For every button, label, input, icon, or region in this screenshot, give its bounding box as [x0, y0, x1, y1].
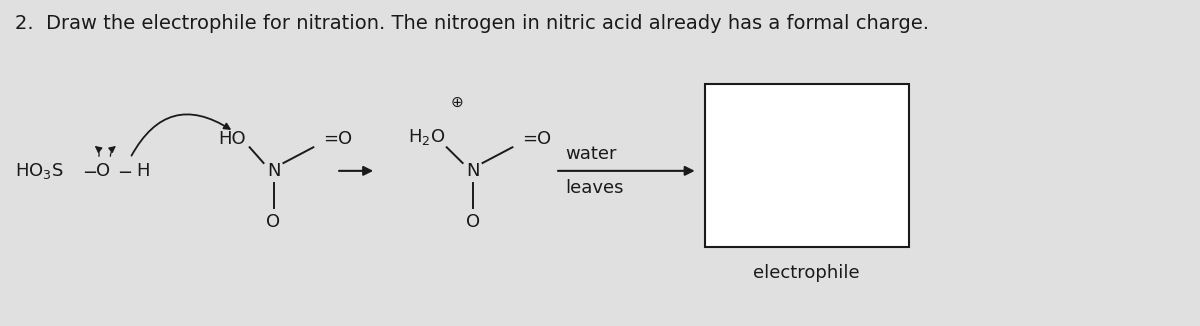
Text: $\mathregular{H}$: $\mathregular{H}$ — [136, 162, 150, 180]
Text: 2.  Draw the electrophile for nitration. The nitrogen in nitric acid already has: 2. Draw the electrophile for nitration. … — [14, 14, 929, 33]
Text: $\mathregular{H_2O}$: $\mathregular{H_2O}$ — [408, 127, 445, 147]
Text: =O: =O — [323, 130, 353, 148]
Text: HO: HO — [218, 130, 246, 148]
Text: electrophile: electrophile — [752, 264, 859, 282]
Text: leaves: leaves — [565, 179, 624, 197]
Text: $\mathregular{O}$: $\mathregular{O}$ — [95, 162, 110, 180]
Text: =O: =O — [522, 130, 552, 148]
Text: N: N — [466, 162, 479, 180]
Text: water: water — [565, 145, 617, 163]
Text: $-$: $-$ — [83, 162, 97, 180]
Text: O: O — [266, 213, 281, 231]
Text: O: O — [466, 213, 480, 231]
Text: ⊕: ⊕ — [450, 95, 463, 110]
Text: $\mathregular{HO_3S}$: $\mathregular{HO_3S}$ — [14, 161, 64, 181]
Text: N: N — [266, 162, 281, 180]
Bar — [704, 84, 908, 246]
Text: $-$: $-$ — [118, 162, 132, 180]
